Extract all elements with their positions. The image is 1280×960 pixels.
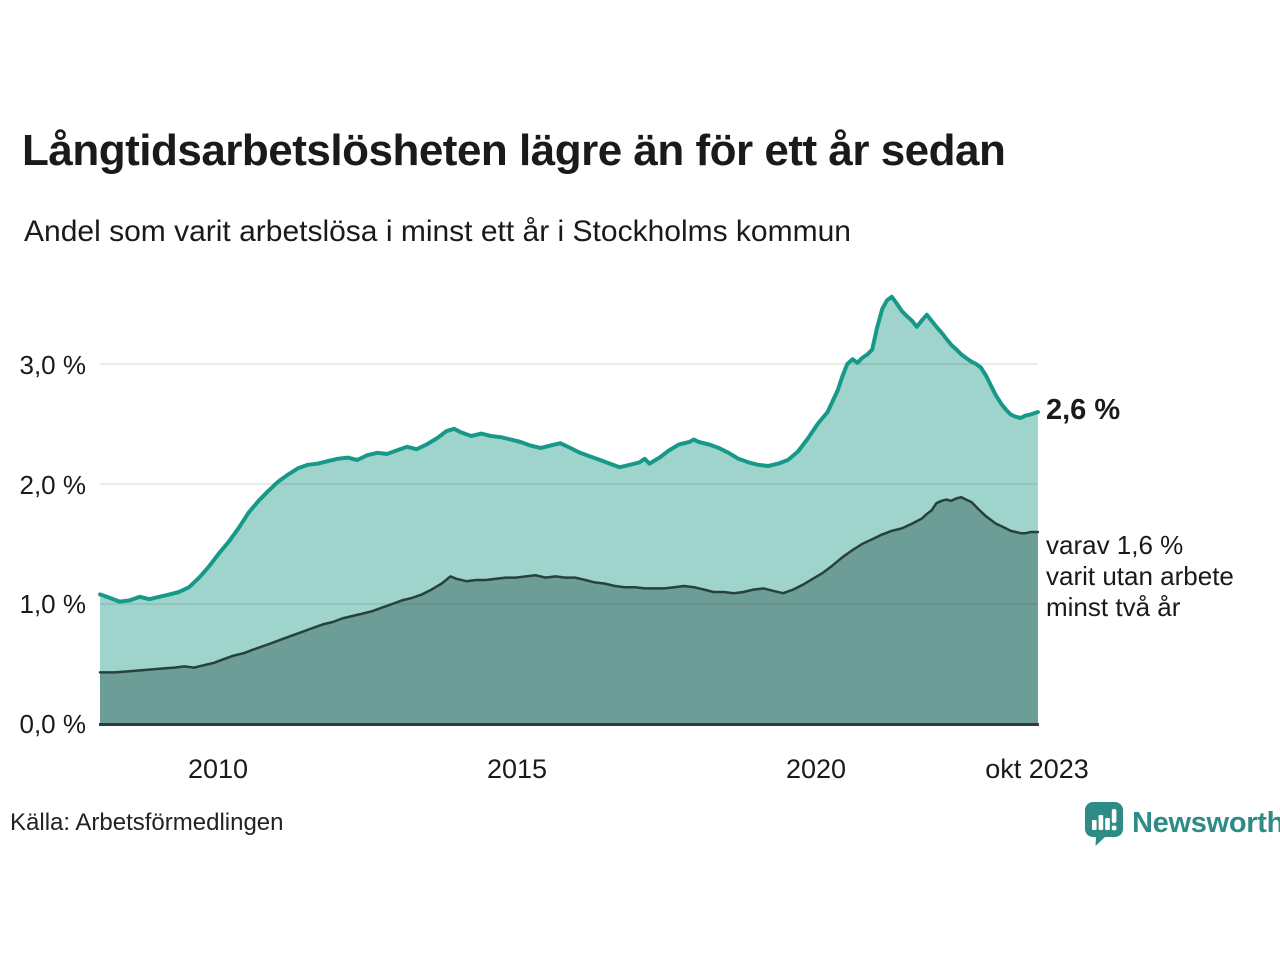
source-credit: Källa: Arbetsförmedlingen — [10, 809, 284, 836]
brand-logo: Newsworthy — [1084, 801, 1280, 851]
y-axis-tick-1: 1,0 % — [19, 589, 87, 619]
x-axis-tick-2020: 2020 — [785, 754, 847, 784]
y-axis-tick-0: 0,0 % — [19, 709, 87, 739]
secondary-series-label: varav 1,6 % varit utan arbete minst två … — [1046, 530, 1234, 622]
latest-value-label: 2,6 % — [1046, 394, 1121, 426]
series-line-0 — [98, 294, 1040, 604]
x-axis-tick-okt-2023: okt 2023 — [985, 754, 1089, 784]
x-axis-tick-2010: 2010 — [187, 754, 249, 784]
brand-wordmark: Newsworthy — [1132, 807, 1280, 839]
area-fill-1 — [100, 497, 1038, 724]
series-line-1 — [98, 495, 1040, 674]
newsworthy-bubble-chart-icon — [1085, 802, 1123, 846]
x-axis-tick-2015: 2015 — [486, 754, 548, 784]
y-axis-tick-2: 2,0 % — [19, 470, 87, 500]
page-title: Långtidsarbetslösheten lägre än för ett … — [22, 126, 1006, 175]
page-subtitle: Andel som varit arbetslösa i minst ett å… — [24, 215, 851, 248]
y-axis-tick-3: 3,0 % — [19, 350, 87, 380]
